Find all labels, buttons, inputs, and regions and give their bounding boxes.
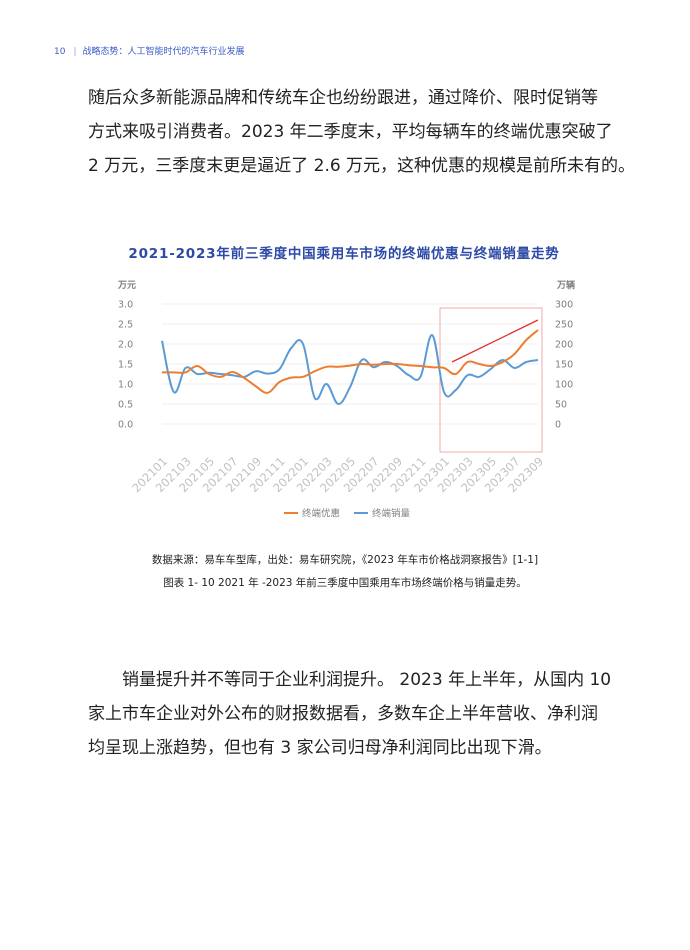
y-right-tick-label: 100 xyxy=(555,380,573,391)
legend-label-sales: 终端销量 xyxy=(372,508,411,520)
y-right-unit: 万辆 xyxy=(556,279,575,291)
y-left-tick-label: 3.0 xyxy=(118,300,133,311)
y-right-tick-label: 300 xyxy=(555,300,573,311)
header-title: 战略态势：人工智能时代的汽车行业发展 xyxy=(82,47,245,57)
series-line-discount xyxy=(162,329,539,394)
y-right-tick-label: 250 xyxy=(555,320,573,331)
highlight-box xyxy=(439,307,543,453)
y-right-tick-label: 0 xyxy=(555,420,561,431)
running-header: 10 | 战略态势：人工智能时代的汽车行业发展 xyxy=(54,44,245,57)
chart-canvas: 万元 万辆 3.0 300 2.5 250 2.0 200 1.5 150 1.0 100 0.5 50 0… xyxy=(117,279,575,520)
y-left-unit: 万元 xyxy=(117,280,136,291)
body-paragraph-1: 随后众多新能源品牌和传统车企也纷纷跟进，通过降价、限时促销等 方式来吸引消费者。… xyxy=(88,81,636,183)
source-note: 数据来源：易车车型库，出处：易车研究院，《2023 年车市价格战洞察报告》[1-… xyxy=(151,554,539,566)
paragraph-line: 销量提升并不等同于企业利润提升。 2023 年上半年，从国内 10 xyxy=(122,670,612,690)
y-left-tick-label: 0.5 xyxy=(118,400,133,411)
y-left-tick-label: 0.0 xyxy=(118,420,133,431)
y-right-tick-label: 150 xyxy=(555,360,573,371)
y-left-tick-label: 2.5 xyxy=(118,320,133,331)
series-line-sales xyxy=(161,334,539,405)
y-left-tick-label: 1.5 xyxy=(118,360,133,371)
page-number: 10 xyxy=(54,47,66,57)
y-left-tick-label: 2.0 xyxy=(118,340,133,351)
paragraph-line: 方式来吸引消费者。2023 年二季度末，平均每辆车的终端优惠突破了 xyxy=(88,122,613,142)
paragraph-line: 均呈现上涨趋势，但也有 3 家公司归母净利润同比出现下滑。 xyxy=(88,738,552,758)
paragraph-line: 家上市车企业对外公布的财报数据看，多数车企上半年营收、净利润 xyxy=(88,704,598,724)
y-right-tick-label: 50 xyxy=(555,400,567,411)
y-left-tick-label: 1.0 xyxy=(118,380,133,391)
paragraph-line: 2 万元，三季度末更是逼近了 2.6 万元，这种优惠的规模是前所未有的。 xyxy=(88,156,636,176)
header-divider: | xyxy=(73,47,77,57)
figure-caption: 图表 1- 10 2021 年 -2023 年前三季度中国乘用车市场终端价格与销… xyxy=(163,577,527,589)
paragraph-line: 随后众多新能源品牌和传统车企也纷纷跟进，通过降价、限时促销等 xyxy=(88,88,598,108)
legend-label-discount: 终端优惠 xyxy=(302,508,340,520)
chart-figure: 万元 万辆 3.0 300 2.5 250 2.0 200 1.5 150 1.0 100 0.5 50 0… xyxy=(92,232,596,534)
body-paragraph-2: 销量提升并不等同于企业利润提升。 2023 年上半年，从国内 10 家上市车企业… xyxy=(88,663,612,765)
trend-line xyxy=(451,319,539,363)
y-right-tick-label: 200 xyxy=(555,340,573,351)
chart-title: 2021-2023年前三季度中国乘用车市场的终端优惠与终端销量走势 xyxy=(128,246,560,262)
